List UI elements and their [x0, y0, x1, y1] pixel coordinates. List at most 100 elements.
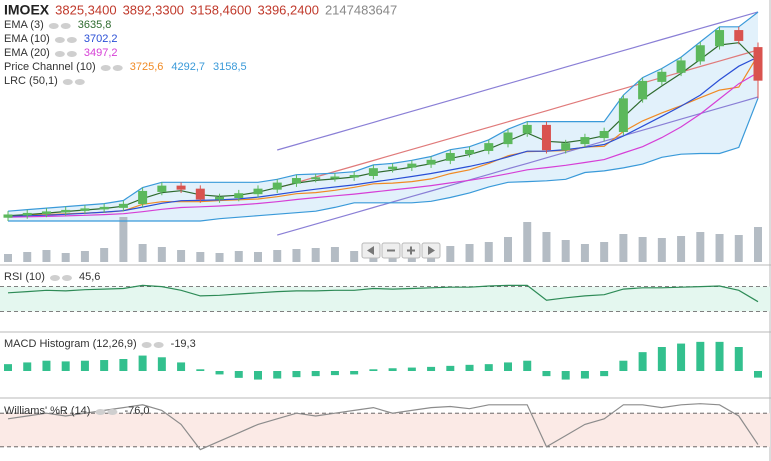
level-band: [0, 286, 770, 312]
eye-icon: [49, 275, 60, 281]
volume-bar: [754, 227, 762, 262]
volume-bar: [196, 252, 205, 262]
candle-body: [138, 190, 148, 205]
histogram-bar: [407, 367, 416, 371]
lrc-line: [277, 49, 759, 189]
volume-bar: [561, 240, 570, 262]
volume-bar: [23, 252, 32, 262]
histogram-bar: [677, 343, 686, 371]
histogram-bar: [292, 371, 301, 378]
candle-body: [484, 143, 494, 151]
histogram-bar: [254, 371, 262, 380]
lrc-line: [277, 11, 759, 151]
eye-icon: [60, 23, 71, 29]
histogram-bar: [330, 371, 339, 376]
candle-body: [22, 212, 32, 216]
candle-body: [61, 209, 71, 213]
scroll-left-button[interactable]: [361, 242, 381, 259]
candle-body: [657, 71, 667, 82]
eye-icon: [61, 275, 72, 281]
volume-bar: [715, 234, 724, 262]
histogram-bar: [369, 369, 378, 371]
histogram-bar: [600, 371, 609, 377]
zoom-controls: [361, 242, 441, 259]
histogram-bar: [657, 347, 666, 371]
candle-body: [753, 47, 763, 81]
histogram-bar: [465, 364, 474, 371]
volume-bar: [157, 247, 166, 262]
candle-body: [80, 208, 90, 211]
eye-icon: [62, 79, 73, 85]
scroll-right-button[interactable]: [421, 242, 441, 259]
zoom-in-button[interactable]: [401, 242, 421, 259]
candle-body: [272, 182, 282, 190]
eye-icon: [54, 37, 65, 43]
volume-bar: [696, 232, 705, 262]
candle-body: [99, 206, 109, 210]
volume-bar: [254, 252, 262, 262]
candle-body: [388, 166, 398, 170]
volume-bar: [638, 237, 647, 262]
eye-icon: [112, 65, 123, 71]
histogram-bar: [215, 371, 224, 375]
volume-bar: [273, 250, 282, 262]
eye-icon: [95, 409, 106, 415]
volume-bar: [523, 222, 532, 262]
legend-name: EMA (3): [4, 19, 44, 31]
volume-bar: [677, 236, 686, 262]
candle-body: [157, 185, 167, 192]
volume-bar: [465, 244, 474, 262]
histogram-bar: [177, 362, 186, 371]
volume-bar: [215, 253, 224, 262]
indicator-value: -19,3: [171, 338, 196, 350]
candle-body: [734, 30, 744, 41]
candle-body: [3, 214, 13, 218]
legend-name: Price Channel (10): [4, 61, 96, 73]
histogram-bar: [196, 369, 205, 371]
eye-icon: [141, 342, 152, 348]
indicator-title: MACD Histogram (12,26,9): [4, 338, 137, 350]
volume-label: 2147483647: [325, 2, 397, 17]
volume-bar: [100, 248, 109, 262]
histogram-bar: [234, 371, 243, 378]
histogram-bar: [80, 360, 89, 371]
histogram-bar: [273, 371, 282, 379]
histogram-bar: [484, 364, 493, 371]
volume-bar: [446, 246, 455, 262]
histogram-bar: [504, 362, 512, 371]
lrc-line: [277, 96, 759, 236]
ohlc-label: 3825,3400: [55, 2, 116, 17]
candle-body: [561, 143, 571, 151]
legend-name: LRC (50,1): [4, 75, 58, 87]
candle-body: [715, 30, 725, 47]
eye-icon: [74, 79, 85, 85]
volume-bar: [119, 217, 128, 262]
histogram-bar: [100, 360, 109, 371]
volume-bar: [330, 247, 339, 262]
eye-icon: [107, 409, 118, 415]
indicator-line: [7, 284, 759, 303]
legend-value: 3635,8: [78, 19, 112, 31]
eye-icon: [54, 51, 65, 57]
volume-bar: [484, 242, 493, 262]
histogram-bar: [715, 341, 724, 371]
legend-value: 3158,5: [213, 61, 247, 73]
histogram-bar: [561, 371, 570, 380]
candle-body: [541, 124, 551, 151]
histogram-bar: [138, 355, 147, 371]
legend-value: 3702,2: [84, 33, 118, 45]
candle-body: [618, 98, 628, 132]
volume-bar: [350, 251, 359, 262]
volume-bar: [504, 237, 512, 262]
ohlc-label: 3396,2400: [257, 2, 318, 17]
candle-body: [503, 132, 513, 145]
candle-body: [311, 177, 321, 180]
candle-body: [407, 163, 417, 168]
candle-body: [215, 197, 225, 200]
zoom-out-button[interactable]: [381, 242, 401, 259]
candle-body: [118, 203, 128, 208]
volume-bar: [138, 244, 147, 262]
histogram-bar: [619, 360, 628, 371]
